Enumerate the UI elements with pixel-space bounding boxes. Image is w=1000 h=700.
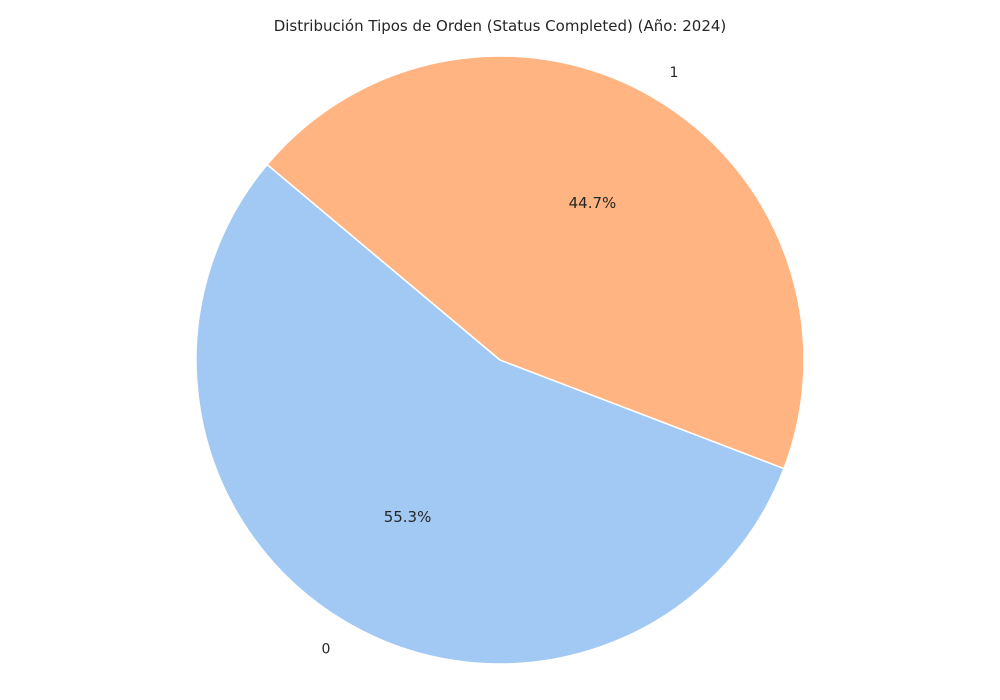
slice-category-label-1: 1 [670, 65, 679, 81]
slice-percent-label-1: 44.7% [569, 194, 617, 212]
slice-category-label-0: 0 [322, 641, 331, 657]
slice-percent-label-0: 55.3% [384, 508, 432, 526]
pie-slice-1 [266, 55, 805, 470]
pie-slice-0 [195, 163, 785, 665]
chart-title: Distribución Tipos de Orden (Status Comp… [274, 17, 727, 35]
pie-slices [195, 55, 805, 665]
pie-labels: 0 55.3% 1 44.7% [322, 65, 679, 658]
